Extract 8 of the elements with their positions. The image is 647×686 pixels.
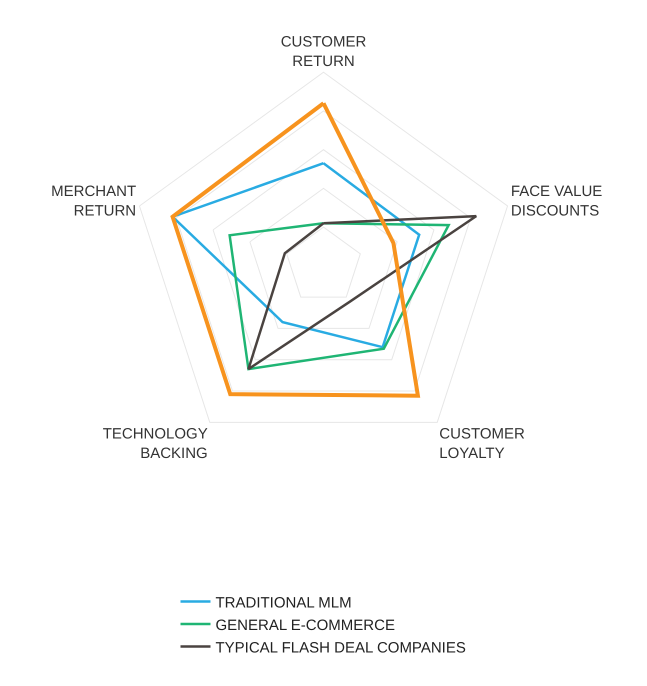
legend-label: GENERAL E-COMMERCE (216, 616, 395, 634)
legend-label: TRADITIONAL MLM (216, 594, 352, 612)
spoke-label: FACE VALUE DISCOUNTS (510, 183, 602, 220)
spoke-label: MERCHANT RETURN (51, 183, 136, 220)
spoke-label: TECHNOLOGY BACKING (102, 426, 208, 462)
spoke-label: CUSTOMER LOYALTY (439, 426, 526, 462)
legend-label: TYPICAL FLASH DEAL COMPANIES (216, 639, 466, 656)
spoke-label: CUSTOMER RETURN (280, 33, 366, 70)
